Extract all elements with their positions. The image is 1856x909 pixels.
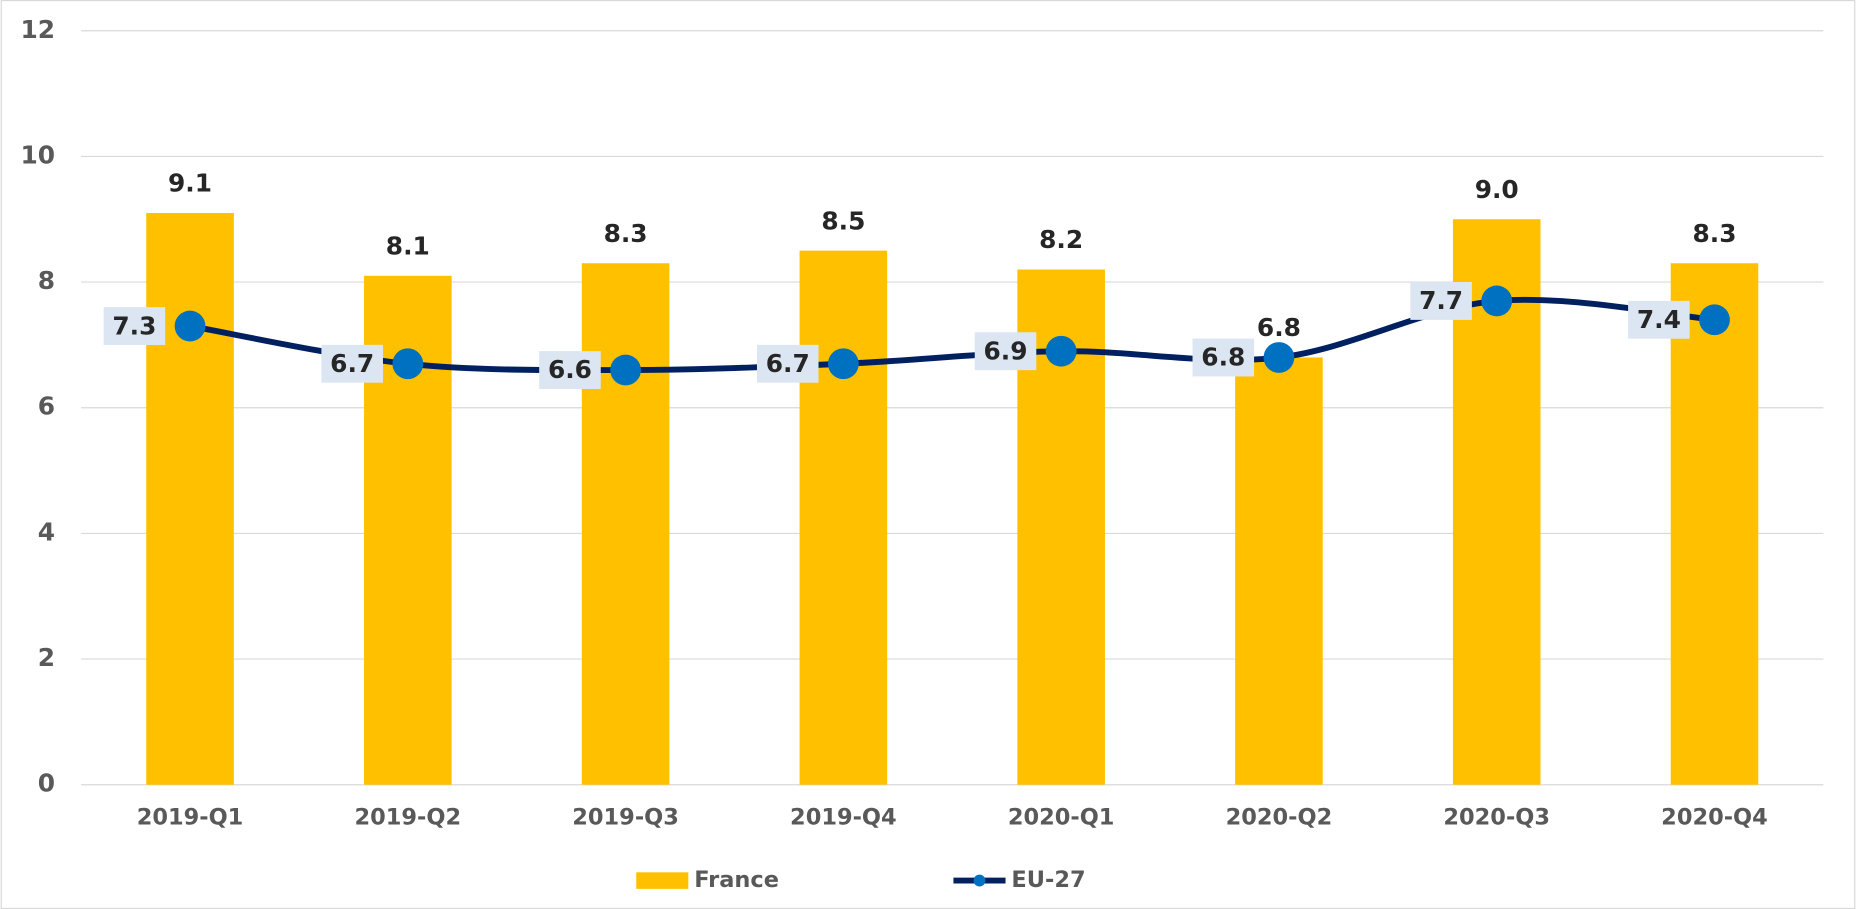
marker	[1481, 285, 1513, 317]
legend-swatch	[636, 872, 689, 889]
bar	[146, 212, 234, 785]
x-tick-label: 2020-Q4	[1661, 804, 1768, 830]
label-box	[1628, 300, 1690, 339]
legend-label: EU-27	[1011, 867, 1085, 893]
bar	[1670, 263, 1759, 785]
y-tick-label: 12	[21, 15, 56, 44]
bar	[1235, 357, 1323, 785]
bar	[799, 250, 888, 785]
label-box	[1192, 338, 1255, 377]
bar-value-label: 8.2	[1039, 225, 1083, 254]
x-tick-label: 2019-Q2	[355, 804, 462, 830]
line-value-label: 6.7	[330, 349, 374, 378]
marker	[1699, 304, 1730, 336]
label-box	[539, 351, 601, 389]
y-tick-label: 4	[38, 517, 55, 546]
legend-label: France	[694, 867, 779, 893]
marker	[827, 348, 859, 380]
line-value-label: 7.4	[1637, 305, 1681, 334]
marker	[1263, 342, 1295, 373]
bar-value-label: 6.8	[1257, 313, 1301, 342]
y-tick-label: 8	[38, 266, 55, 295]
bar	[581, 263, 670, 785]
line-value-label: 7.7	[1419, 286, 1463, 315]
x-tick-label: 2020-Q1	[1008, 804, 1115, 830]
bar-value-label: 9.1	[168, 169, 212, 198]
y-tick-label: 2	[38, 643, 55, 672]
marker	[1045, 335, 1077, 367]
line-value-label: 7.3	[112, 311, 156, 340]
bar-value-label: 8.3	[604, 219, 648, 248]
label-box	[756, 344, 819, 383]
label-box	[103, 307, 166, 346]
x-tick-label: 2020-Q3	[1443, 804, 1550, 830]
x-tick-label: 2020-Q2	[1226, 804, 1333, 830]
label-box	[1410, 282, 1472, 320]
label-box	[321, 344, 383, 383]
line-value-label: 6.6	[548, 355, 592, 384]
marker	[174, 310, 206, 342]
bar-value-label: 8.3	[1692, 219, 1736, 248]
legend-marker	[973, 874, 986, 887]
marker	[610, 354, 641, 386]
bar-value-label: 9.0	[1475, 175, 1519, 204]
y-tick-label: 6	[38, 392, 55, 421]
y-tick-label: 0	[38, 769, 55, 798]
marker	[392, 348, 424, 380]
line-value-label: 6.7	[766, 349, 810, 378]
x-tick-label: 2019-Q1	[137, 804, 244, 830]
line-value-label: 6.8	[1201, 343, 1245, 372]
label-box	[974, 332, 1037, 371]
x-tick-label: 2019-Q3	[572, 804, 679, 830]
x-tick-label: 2019-Q4	[790, 804, 897, 830]
y-tick-label: 10	[21, 140, 56, 169]
line-value-label: 6.9	[984, 336, 1028, 365]
bar-value-label: 8.5	[821, 206, 865, 235]
bar-value-label: 8.1	[386, 231, 430, 260]
